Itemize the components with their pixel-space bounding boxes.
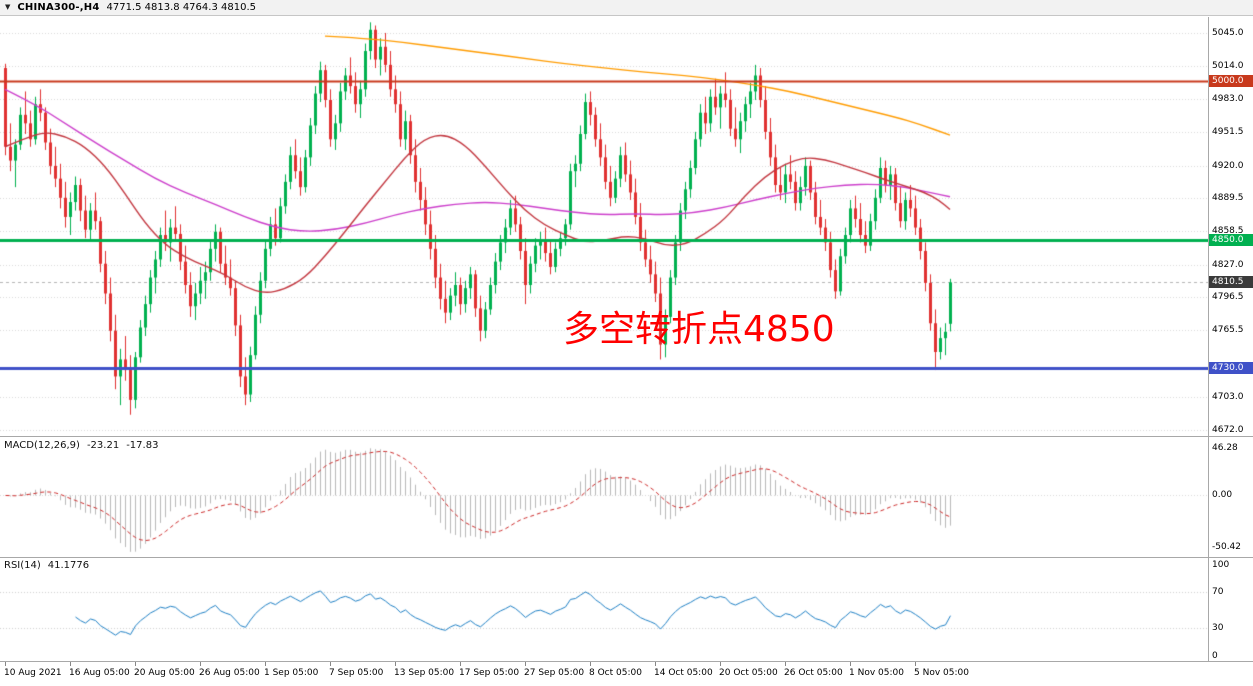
rsi-name: RSI(14) [4,560,41,571]
axis-tick-label: 4765.5 [1212,325,1244,336]
pane-separator-main-macd[interactable] [0,436,1253,437]
time-axis: 10 Aug 2021 16 Aug 05:00 20 Aug 05:00 26 Au… [0,662,1253,686]
time-axis-tick [525,662,526,666]
symbol-timeframe-label: CHINA300-,H4 [17,2,100,13]
rsi-value: 41.1776 [47,560,90,571]
current-price-tag: 4810.5 [1209,276,1253,289]
chart-annotation-text[interactable]: 多空转折点4850 [563,309,835,350]
time-axis-label: 5 Nov 05:00 [914,668,969,678]
time-axis-label: 26 Aug 05:00 [199,668,260,678]
pane-separator-macd-rsi[interactable] [0,557,1253,558]
axis-tick-label: 0 [1212,650,1218,661]
price-axis-separator [1208,17,1209,661]
axis-tick-label: 4920.0 [1212,160,1244,171]
axis-tick-label: 100 [1212,560,1230,571]
time-axis-tick [720,662,721,666]
macd-indicator-label: MACD(12,26,9) -23.21 -17.83 [4,440,158,451]
axis-tick-label: 4827.0 [1212,259,1244,270]
time-axis-label: 13 Sep 05:00 [394,668,455,678]
axis-tick-label: 4889.5 [1212,193,1244,204]
time-axis-separator [0,661,1253,662]
time-axis-label: 7 Sep 05:00 [329,668,384,678]
axis-tick-label: 5045.0 [1212,27,1244,38]
time-axis-tick [70,662,71,666]
time-axis-label: 17 Sep 05:00 [459,668,520,678]
axis-tick-label: 70 [1212,587,1224,598]
axis-tick-label: 4703.0 [1212,391,1244,402]
rsi-pane-canvas[interactable] [0,558,1208,661]
axis-tick-label: -50.42 [1212,542,1242,553]
macd-main-value: -23.21 [86,440,120,451]
time-axis-tick [395,662,396,666]
time-axis-tick [265,662,266,666]
time-axis-tick [200,662,201,666]
rsi-indicator-label: RSI(14) 41.1776 [4,560,89,571]
time-axis-tick [655,662,656,666]
time-axis-tick [915,662,916,666]
chart-header: ▼ CHINA300-,H4 4771.5 4813.8 4764.3 4810… [0,0,1253,16]
axis-tick-label: 46.28 [1212,442,1238,453]
time-axis-label: 14 Oct 05:00 [654,668,713,678]
time-axis-label: 27 Sep 05:00 [524,668,585,678]
axis-tick-label: 4672.0 [1212,424,1244,435]
axis-tick-label: 4983.0 [1212,93,1244,104]
price-level-tag: 4850.0 [1209,234,1253,247]
time-axis-label: 10 Aug 2021 [4,668,62,678]
time-axis-label: 1 Nov 05:00 [849,668,904,678]
time-axis-label: 16 Aug 05:00 [69,668,130,678]
axis-tick-label: 0.00 [1212,490,1233,501]
time-axis-label: 8 Oct 05:00 [589,668,642,678]
time-axis-tick [135,662,136,666]
axis-tick-label: 4796.5 [1212,292,1244,303]
time-axis-label: 20 Oct 05:00 [719,668,778,678]
price-axis: 5045.0 5014.0 4983.0 4951.5 4920.0 4889.5 4858… [1209,17,1253,662]
time-axis-tick [590,662,591,666]
macd-name: MACD(12,26,9) [4,440,80,451]
axis-tick-label: 4858.5 [1212,226,1244,237]
ohlc-values: 4771.5 4813.8 4764.3 4810.5 [106,2,256,13]
time-axis-tick [330,662,331,666]
time-axis-tick [5,662,6,666]
macd-pane-canvas[interactable] [0,437,1208,557]
axis-tick-label: 4951.5 [1212,127,1244,138]
time-axis-tick [850,662,851,666]
macd-signal-value: -17.83 [126,440,159,451]
time-axis-label: 20 Aug 05:00 [134,668,195,678]
axis-tick-label: 5014.0 [1212,60,1244,71]
time-axis-tick [785,662,786,666]
time-axis-label: 26 Oct 05:00 [784,668,843,678]
price-chart-canvas[interactable] [0,17,1208,436]
time-axis-label: 1 Sep 05:00 [264,668,319,678]
symbol-dropdown-icon[interactable]: ▼ [5,3,11,11]
axis-tick-label: 30 [1212,623,1224,634]
price-level-tag: 4730.0 [1209,361,1253,374]
time-axis-tick [460,662,461,666]
price-level-tag: 5000.0 [1209,74,1253,87]
